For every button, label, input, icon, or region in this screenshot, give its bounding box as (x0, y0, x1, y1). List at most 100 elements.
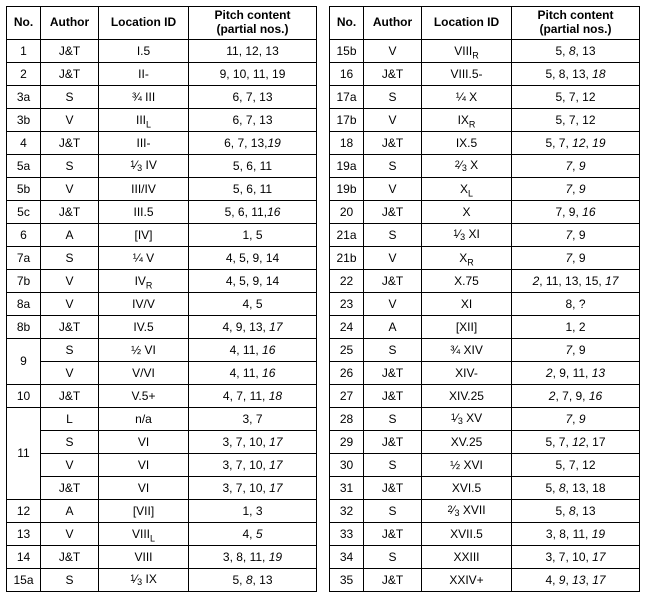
table-row: 17aS¼ X5, 7, 12 (330, 85, 640, 108)
table-row: 19bVXL7, 9 (330, 177, 640, 200)
cell-author: S (364, 545, 422, 568)
cell-location: ½ VI (99, 338, 189, 361)
cell-pitch: 1, 2 (512, 315, 640, 338)
cell-author: V (41, 453, 99, 476)
cell-no: 7a (7, 246, 41, 269)
table-row: 19aS2⁄3 X7, 9 (330, 154, 640, 177)
cell-pitch: 4, 9, 13, 17 (512, 568, 640, 591)
cell-location: X (422, 200, 512, 223)
cell-author: S (364, 85, 422, 108)
table-row: 8bJ&TIV.54, 9, 13, 17 (7, 315, 317, 338)
table-row: 16J&TVIII.5-5, 8, 13, 18 (330, 62, 640, 85)
cell-pitch: 7, 9 (512, 223, 640, 246)
col-no: No. (7, 7, 41, 40)
cell-author: S (41, 246, 99, 269)
cell-location: II- (99, 62, 189, 85)
cell-location: n/a (99, 407, 189, 430)
cell-author: A (41, 499, 99, 522)
col-author: Author (41, 7, 99, 40)
cell-location: XXIV+ (422, 568, 512, 591)
cell-no: 8b (7, 315, 41, 338)
cell-pitch: 4, 11, 16 (189, 361, 317, 384)
cell-author: J&T (41, 315, 99, 338)
cell-pitch: 5, 8, 13 (512, 39, 640, 62)
table-row: 7bVIVR4, 5, 9, 14 (7, 269, 317, 292)
cell-author: S (364, 338, 422, 361)
cell-author: A (41, 223, 99, 246)
cell-no: 27 (330, 384, 364, 407)
cell-no: 28 (330, 407, 364, 430)
cell-pitch: 4, 5, 9, 14 (189, 269, 317, 292)
cell-no: 34 (330, 545, 364, 568)
col-loc: Location ID (99, 7, 189, 40)
cell-no: 8a (7, 292, 41, 315)
cell-location: VIII (99, 545, 189, 568)
cell-author: J&T (364, 568, 422, 591)
col-author: Author (364, 7, 422, 40)
cell-author: J&T (41, 39, 99, 62)
cell-location: VIIIL (99, 522, 189, 545)
table-row: 2J&TII-9, 10, 11, 19 (7, 62, 317, 85)
cell-location: I.5 (99, 39, 189, 62)
cell-author: V (41, 177, 99, 200)
col-pitch-line2: (partial nos.) (193, 23, 312, 37)
cell-no: 1 (7, 39, 41, 62)
cell-author: S (41, 568, 99, 591)
table-row: 9S½ VI4, 11, 16 (7, 338, 317, 361)
cell-location: ½ XVI (422, 453, 512, 476)
col-pitch-line2: (partial nos.) (516, 23, 635, 37)
table-row: 7aS¼ V4, 5, 9, 14 (7, 246, 317, 269)
cell-author: J&T (41, 545, 99, 568)
cell-no: 11 (7, 407, 41, 499)
cell-no: 16 (330, 62, 364, 85)
cell-no: 17a (330, 85, 364, 108)
table-row: 3bVIIIL6, 7, 13 (7, 108, 317, 131)
cell-author: S (41, 338, 99, 361)
cell-pitch: 6, 7, 13 (189, 108, 317, 131)
cell-no: 3a (7, 85, 41, 108)
cell-pitch: 7, 9 (512, 407, 640, 430)
left-table: No. Author Location ID Pitch content (pa… (6, 6, 317, 592)
cell-no: 5a (7, 154, 41, 177)
cell-no: 19b (330, 177, 364, 200)
cell-author: V (41, 108, 99, 131)
cell-author: J&T (364, 384, 422, 407)
cell-no: 30 (330, 453, 364, 476)
cell-author: V (364, 39, 422, 62)
left-table-body: 1J&TI.511, 12, 132J&TII-9, 10, 11, 193aS… (7, 39, 317, 591)
cell-location: 1⁄3 XV (422, 407, 512, 430)
table-row: 4J&TIII-6, 7, 13,19 (7, 131, 317, 154)
cell-author: V (41, 269, 99, 292)
cell-location: ¾ III (99, 85, 189, 108)
cell-pitch: 6, 7, 13 (189, 85, 317, 108)
cell-pitch: 4, 5 (189, 522, 317, 545)
table-row: 17bVIXR5, 7, 12 (330, 108, 640, 131)
cell-author: L (41, 407, 99, 430)
cell-no: 17b (330, 108, 364, 131)
cell-author: S (41, 430, 99, 453)
cell-location: ¾ XIV (422, 338, 512, 361)
table-row: 26J&TXIV-2, 9, 11, 13 (330, 361, 640, 384)
cell-author: S (364, 223, 422, 246)
cell-no: 6 (7, 223, 41, 246)
cell-author: J&T (364, 62, 422, 85)
right-table: No. Author Location ID Pitch content (pa… (329, 6, 640, 592)
table-row: 1J&TI.511, 12, 13 (7, 39, 317, 62)
table-row: 33J&TXVII.53, 8, 11, 19 (330, 522, 640, 545)
table-row: J&TVI3, 7, 10, 17 (7, 476, 317, 499)
table-row: 31J&TXVI.55, 8, 13, 18 (330, 476, 640, 499)
cell-location: IV.5 (99, 315, 189, 338)
cell-location: [VII] (99, 499, 189, 522)
table-row: 24A[XII]1, 2 (330, 315, 640, 338)
cell-location: IIIL (99, 108, 189, 131)
col-pitch: Pitch content (partial nos.) (189, 7, 317, 40)
table-row: VV/VI4, 11, 16 (7, 361, 317, 384)
table-row: 21aS1⁄3 XI7, 9 (330, 223, 640, 246)
cell-location: III.5 (99, 200, 189, 223)
cell-no: 23 (330, 292, 364, 315)
cell-author: V (41, 292, 99, 315)
cell-author: V (41, 361, 99, 384)
cell-pitch: 1, 3 (189, 499, 317, 522)
cell-author: V (364, 177, 422, 200)
cell-no: 35 (330, 568, 364, 591)
